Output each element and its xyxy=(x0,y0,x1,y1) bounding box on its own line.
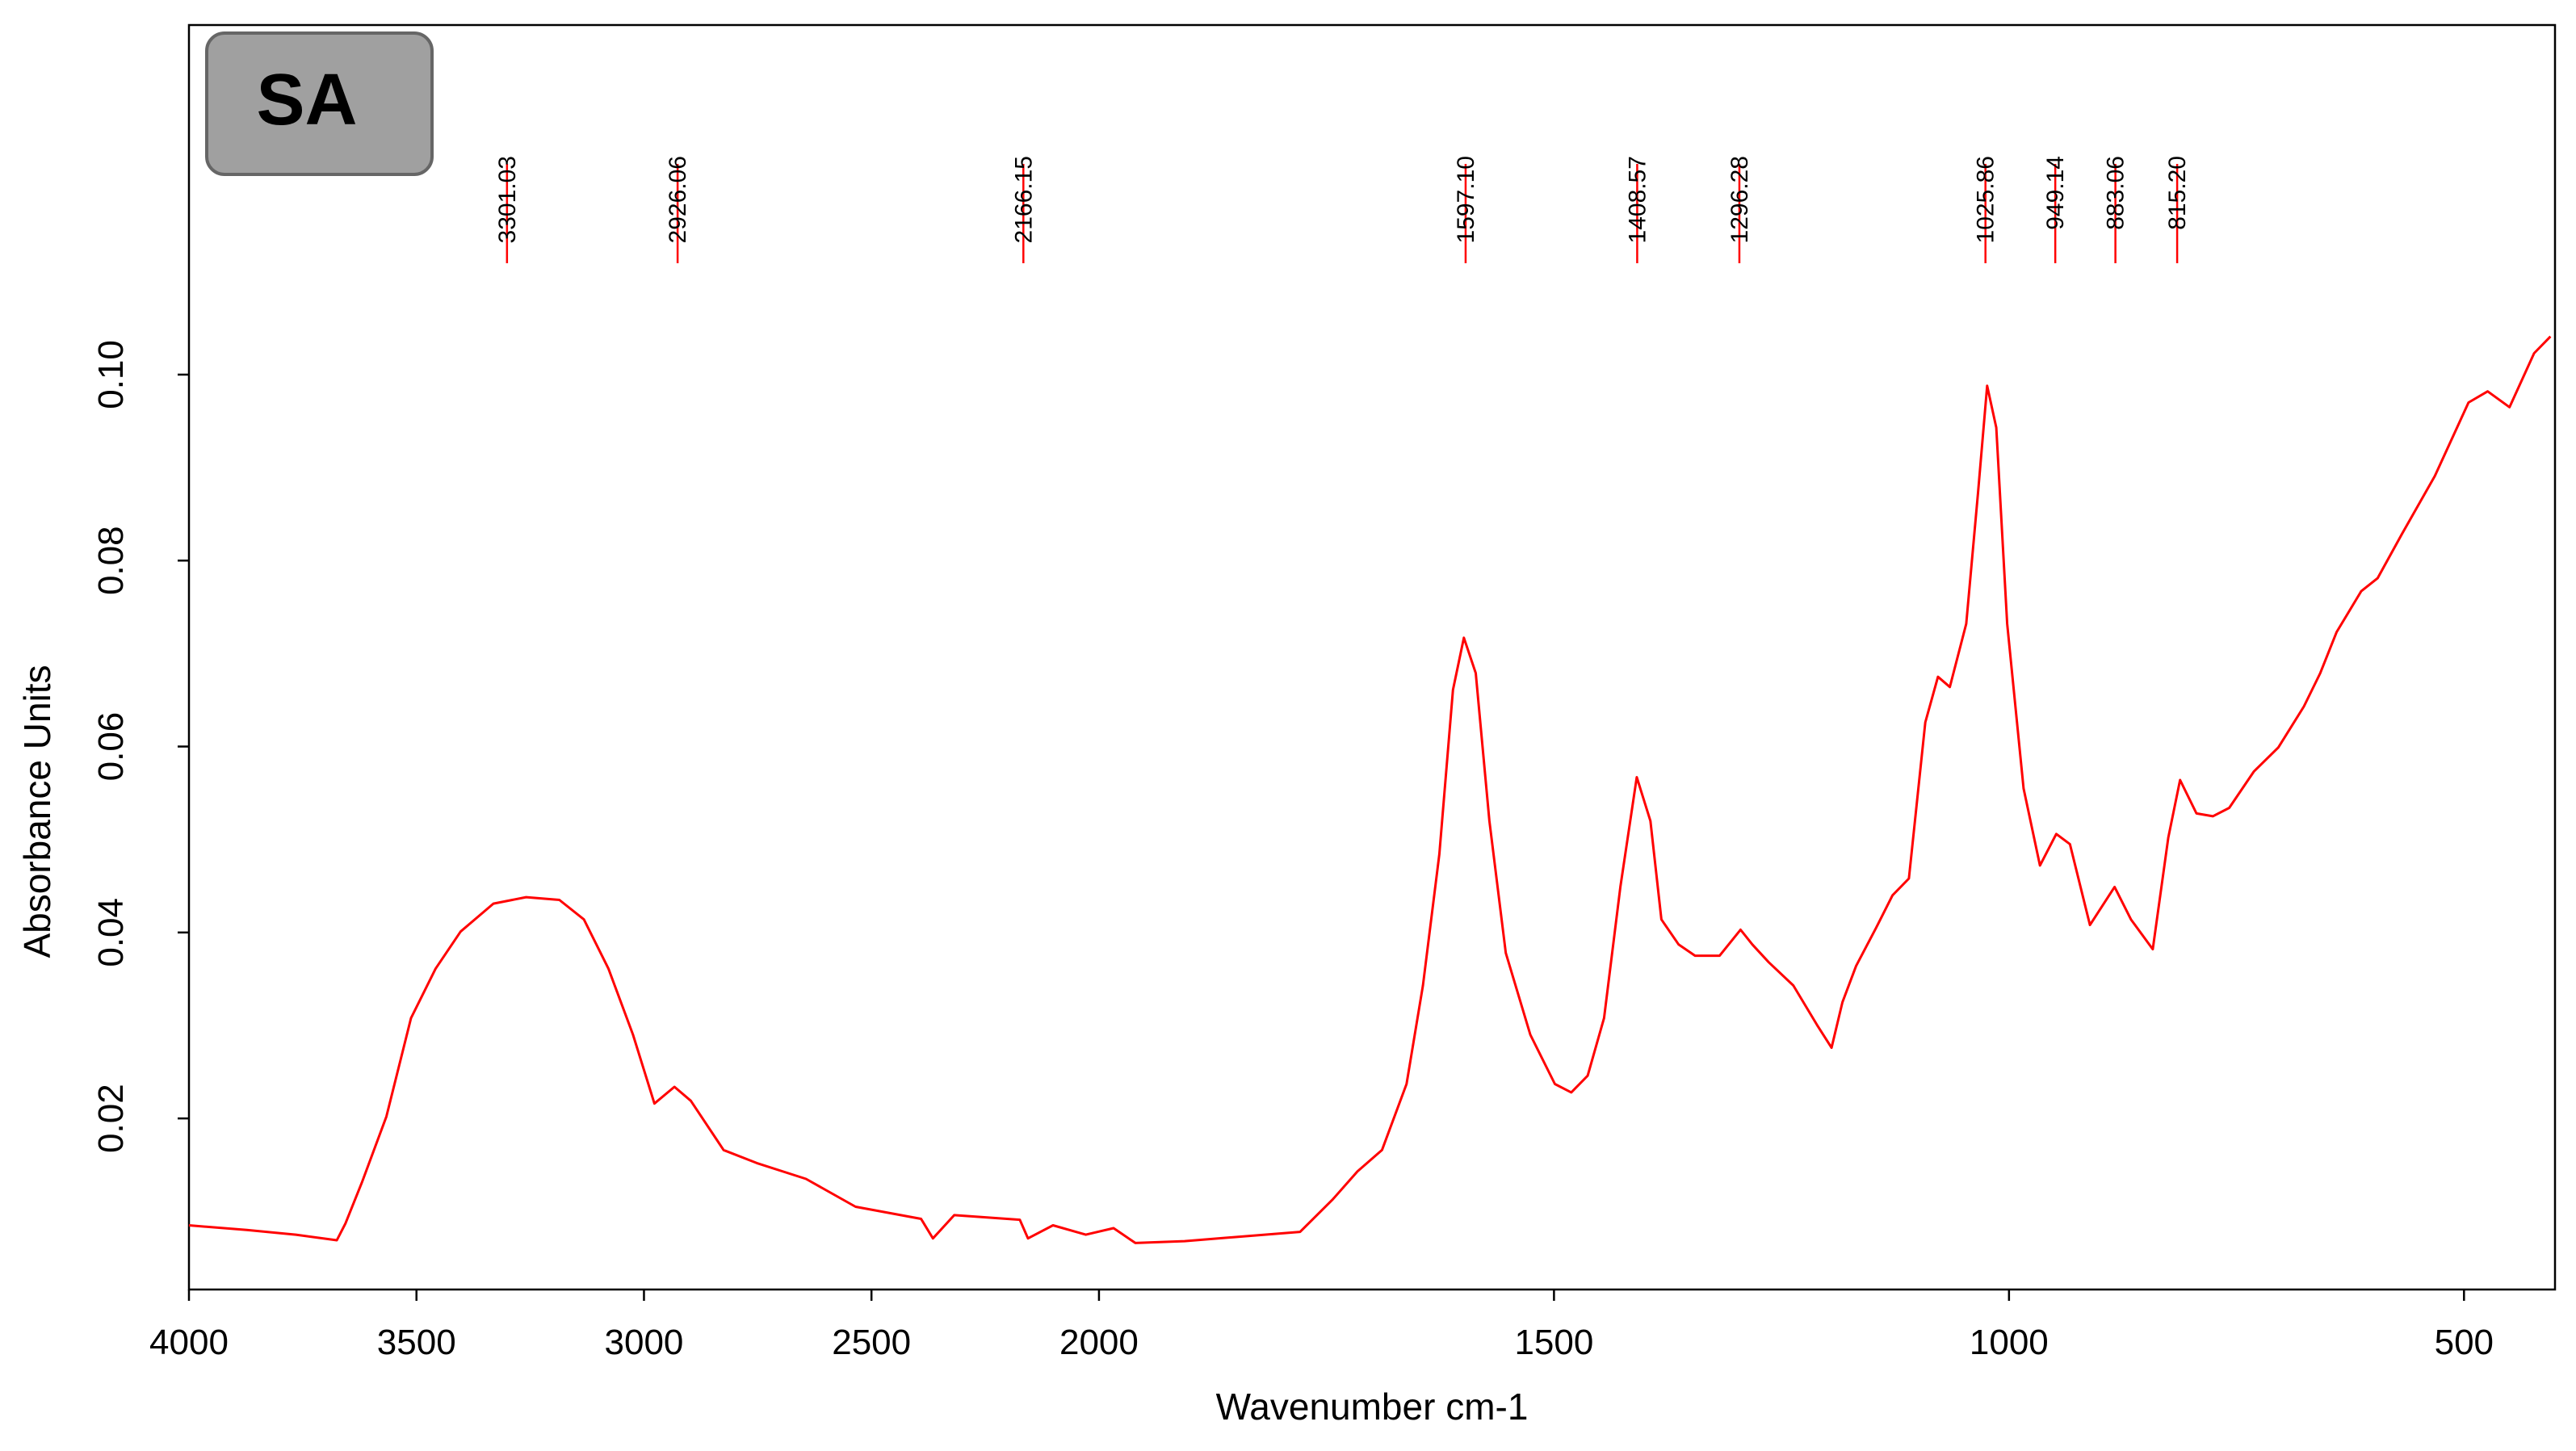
y-axis-title: Absorbance Units xyxy=(16,665,58,958)
plot-frame xyxy=(187,23,2557,1291)
x-tick-label: 500 xyxy=(2435,1323,2494,1362)
x-axis-title: Wavenumber cm-1 xyxy=(1216,1386,1529,1428)
peak-label: 1296.28 xyxy=(1726,156,1753,243)
x-tick-label: 2000 xyxy=(1059,1323,1139,1362)
x-tick-label: 4000 xyxy=(149,1323,229,1362)
peak-label: 2166.15 xyxy=(1010,156,1037,243)
y-tick-label: 0.06 xyxy=(91,712,131,782)
peak-label: 883.06 xyxy=(2103,156,2129,230)
peak-label: 2926.06 xyxy=(665,156,691,243)
peak-label: 815.20 xyxy=(2164,156,2191,230)
spectrum-line xyxy=(188,335,2552,1244)
y-tick-label: 0.04 xyxy=(91,898,131,967)
label-box xyxy=(205,31,434,176)
y-tick-label: 0.10 xyxy=(91,340,131,409)
peak-label: 1408.57 xyxy=(1624,156,1651,243)
y-tick-label: 0.08 xyxy=(91,526,131,595)
y-tick-label: 0.02 xyxy=(91,1084,131,1153)
x-tick-label: 1000 xyxy=(1970,1323,2049,1362)
x-tick-label: 3500 xyxy=(377,1323,456,1362)
peak-label: 3301.03 xyxy=(494,156,521,243)
x-tick-label: 3000 xyxy=(605,1323,684,1362)
peak-label: 949.14 xyxy=(2042,156,2069,230)
x-tick-label: 2500 xyxy=(832,1323,911,1362)
x-tick-label: 1500 xyxy=(1514,1323,1593,1362)
peak-label: 1025.86 xyxy=(1973,156,1999,243)
peak-label: 1597.10 xyxy=(1453,156,1479,243)
sample-label: SA xyxy=(256,60,357,140)
